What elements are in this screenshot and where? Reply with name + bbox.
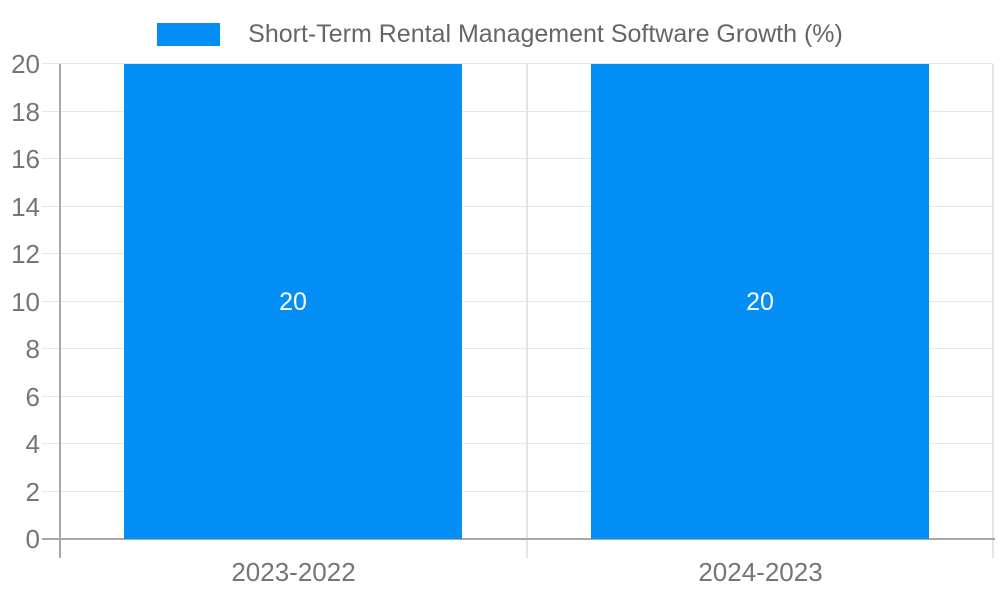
legend[interactable]: Short-Term Rental Management Software Gr… xyxy=(0,20,1000,49)
bar[interactable] xyxy=(591,64,929,539)
y-tick-label: 12 xyxy=(11,239,40,269)
gridline xyxy=(42,301,993,302)
gridline xyxy=(42,158,993,159)
gridline xyxy=(42,491,993,492)
y-tick-label: 8 xyxy=(25,334,40,364)
gridline xyxy=(42,443,993,444)
y-tick-label: 18 xyxy=(11,97,40,127)
y-tick-label: 14 xyxy=(11,192,40,222)
bar[interactable] xyxy=(124,64,462,539)
y-tick-label: 2 xyxy=(25,477,40,507)
bar-value-label: 20 xyxy=(746,288,774,316)
legend-swatch xyxy=(157,23,221,46)
gridline xyxy=(42,348,993,349)
y-tick-label: 16 xyxy=(11,144,40,174)
x-axis-line xyxy=(42,538,995,540)
gridline xyxy=(42,206,993,207)
bar-value-label: 20 xyxy=(279,288,307,316)
category-divider xyxy=(526,64,528,558)
y-tick-label: 20 xyxy=(11,49,40,79)
gridline xyxy=(42,63,993,64)
y-tick-label: 4 xyxy=(25,429,40,459)
gridline xyxy=(42,253,993,254)
gridline xyxy=(42,111,993,112)
y-tick-label: 6 xyxy=(25,382,40,412)
gridline xyxy=(42,396,993,397)
y-axis-line xyxy=(59,64,61,558)
y-tick-label: 10 xyxy=(11,287,40,317)
x-category-label: 2024-2023 xyxy=(698,557,823,587)
legend-label: Short-Term Rental Management Software Gr… xyxy=(248,20,843,48)
plot-right-border xyxy=(992,64,994,558)
x-category-label: 2023-2022 xyxy=(231,557,356,587)
y-tick-label: 0 xyxy=(25,524,40,554)
